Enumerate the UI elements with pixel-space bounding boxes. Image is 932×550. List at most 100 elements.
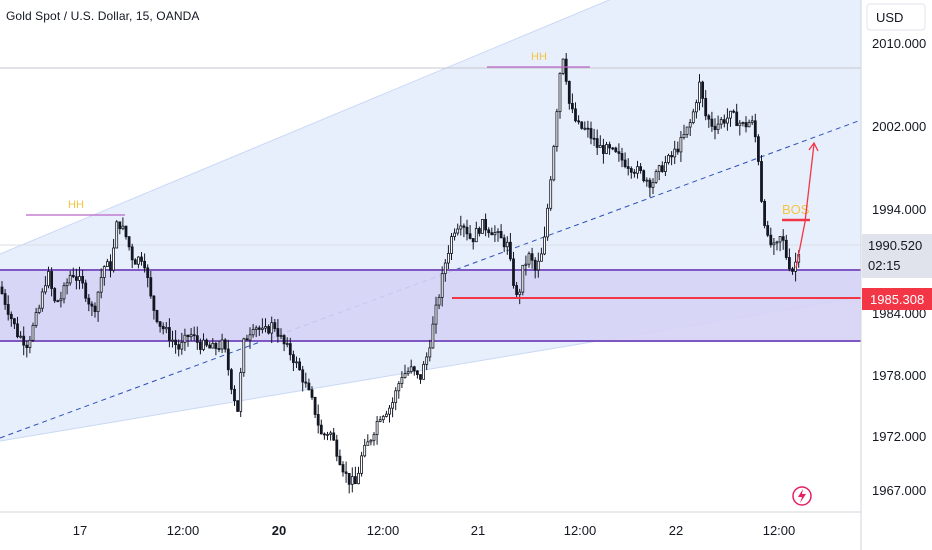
candle-body bbox=[524, 263, 528, 266]
candles bbox=[0, 53, 801, 494]
candle-body bbox=[446, 253, 450, 264]
candle-body bbox=[118, 221, 122, 230]
candle-body bbox=[636, 166, 639, 174]
candle-body bbox=[220, 339, 224, 350]
candle-body bbox=[629, 168, 633, 173]
candle-body bbox=[267, 326, 271, 334]
candle-body bbox=[177, 344, 181, 350]
candle-body bbox=[496, 231, 500, 234]
candle-body bbox=[704, 97, 708, 117]
candle-body bbox=[456, 228, 460, 234]
candle-body bbox=[431, 323, 435, 349]
candle-body bbox=[614, 147, 618, 153]
candle-body bbox=[682, 133, 686, 138]
candle-body bbox=[654, 171, 658, 183]
candle-body bbox=[183, 334, 187, 343]
candle-body bbox=[78, 276, 81, 281]
candle-body bbox=[198, 341, 202, 350]
candle-body bbox=[369, 439, 373, 443]
candle-body bbox=[722, 119, 726, 124]
candle-body bbox=[205, 339, 209, 346]
candle-body bbox=[133, 259, 137, 265]
candle-body bbox=[701, 81, 704, 99]
candle-body bbox=[372, 434, 376, 441]
candle-body bbox=[406, 371, 410, 375]
candle-body bbox=[499, 231, 503, 239]
candle-body bbox=[481, 219, 484, 234]
candle-body bbox=[645, 179, 649, 182]
candle-body bbox=[540, 253, 543, 262]
candle-body bbox=[273, 322, 277, 329]
plot-area[interactable]: HH HH BOS bbox=[0, 0, 861, 506]
candle-body bbox=[508, 241, 512, 260]
candle-body bbox=[400, 377, 404, 385]
candle-body bbox=[707, 115, 711, 120]
candle-body bbox=[598, 145, 602, 148]
candle-body bbox=[186, 334, 190, 338]
candle-body bbox=[766, 225, 770, 236]
candle-body bbox=[772, 242, 776, 246]
candle-body bbox=[543, 236, 546, 255]
candle-body bbox=[462, 225, 466, 228]
candle-body bbox=[152, 295, 156, 311]
candle-body bbox=[155, 310, 159, 323]
candle-body bbox=[96, 291, 100, 313]
candle-body bbox=[443, 262, 447, 274]
candle-body bbox=[536, 260, 540, 271]
candle-body bbox=[332, 432, 336, 441]
candle-body bbox=[558, 72, 562, 113]
candle-body bbox=[571, 103, 574, 110]
candle-body bbox=[192, 334, 196, 337]
currency-button[interactable] bbox=[866, 3, 926, 31]
candle-body bbox=[229, 369, 233, 390]
candle-body bbox=[487, 229, 491, 234]
candle-body bbox=[437, 296, 441, 306]
hh-label-1: HH bbox=[68, 199, 84, 211]
candle-body bbox=[84, 282, 88, 299]
candle-body bbox=[375, 421, 379, 436]
candle-body bbox=[474, 228, 478, 243]
candle-body bbox=[68, 274, 72, 284]
candle-body bbox=[245, 338, 249, 341]
candle-body bbox=[344, 471, 348, 474]
time-tick-label: 12:00 bbox=[167, 523, 200, 538]
candle-body bbox=[149, 277, 153, 297]
candle-body bbox=[260, 327, 264, 330]
candle-body bbox=[19, 335, 23, 338]
candle-body bbox=[490, 232, 494, 236]
time-tick-label: 12:00 bbox=[763, 523, 796, 538]
candle-body bbox=[384, 413, 388, 417]
candle-body bbox=[310, 389, 314, 398]
time-axis[interactable]: 17 12:00 20 12:00 21 12:00 22 12:00 bbox=[73, 523, 796, 538]
candle-body bbox=[732, 110, 735, 113]
channel-upper-edge bbox=[0, 0, 611, 255]
candle-body bbox=[326, 433, 329, 436]
time-tick-label: 12:00 bbox=[564, 523, 597, 538]
candle-body bbox=[347, 472, 351, 485]
candle-body bbox=[477, 228, 481, 234]
candle-body bbox=[233, 388, 236, 402]
candle-body bbox=[322, 433, 326, 436]
candle-body bbox=[602, 145, 605, 154]
candle-body bbox=[189, 334, 193, 338]
candle-body bbox=[586, 127, 590, 130]
candle-body bbox=[242, 338, 246, 373]
level-badge-value: 1985.308 bbox=[870, 292, 924, 307]
candle-body bbox=[515, 285, 518, 295]
candle-body bbox=[605, 144, 608, 154]
candle-body bbox=[279, 335, 283, 337]
candle-body bbox=[633, 171, 636, 174]
candle-body bbox=[784, 239, 788, 258]
candle-body bbox=[527, 253, 531, 265]
time-tick-label: 21 bbox=[471, 523, 485, 538]
candle-body bbox=[102, 266, 106, 278]
candle-body bbox=[657, 165, 661, 173]
candle-body bbox=[763, 201, 766, 226]
candle-body bbox=[158, 321, 162, 327]
candle-body bbox=[291, 354, 295, 363]
candle-body bbox=[136, 256, 140, 265]
candle-body bbox=[75, 276, 78, 281]
candle-body bbox=[775, 241, 779, 244]
candle-body bbox=[295, 361, 298, 364]
